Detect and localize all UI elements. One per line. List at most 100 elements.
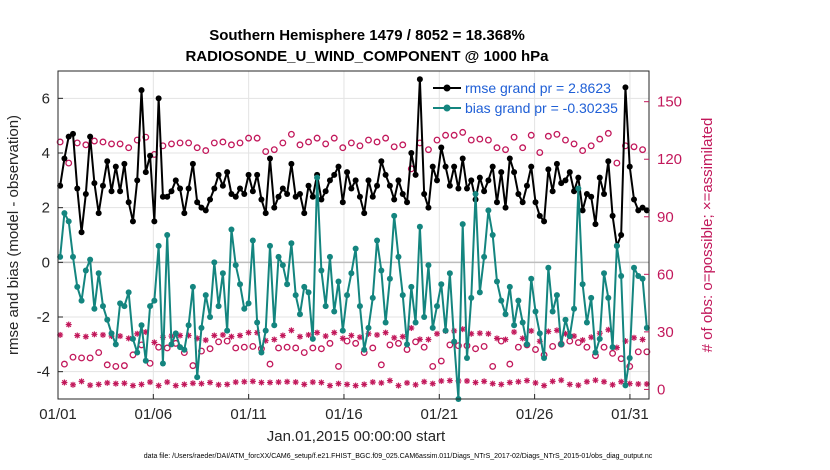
assimilated-obs-marker xyxy=(386,377,393,384)
rmse-point xyxy=(219,182,226,189)
possible-obs-marker xyxy=(120,362,128,370)
rmse-point xyxy=(262,210,269,217)
y2-tick-label: 30 xyxy=(657,324,674,341)
rmse-point xyxy=(605,158,612,165)
assimilated-obs-marker xyxy=(541,382,548,389)
bias-point xyxy=(305,289,312,296)
bias-point xyxy=(635,273,642,279)
rmse-point xyxy=(112,163,119,170)
rmse-point xyxy=(421,191,428,197)
assimilated-star-stroke xyxy=(293,379,299,385)
bias-point xyxy=(322,303,329,310)
assimilated-obs-marker xyxy=(147,379,154,386)
bias-point xyxy=(493,278,500,285)
assimilated-obs-marker xyxy=(609,381,616,388)
bias-point xyxy=(438,281,445,288)
assimilated-obs-marker xyxy=(112,380,119,387)
possible-obs-marker xyxy=(300,349,308,357)
rmse-point xyxy=(207,196,214,203)
assimilated-obs-marker xyxy=(202,337,209,344)
rmse-point xyxy=(215,171,222,178)
bias-point xyxy=(78,297,85,304)
rmse-point xyxy=(588,193,595,200)
bias-point xyxy=(245,300,252,307)
assimilated-star-stroke xyxy=(57,332,63,338)
rmse-point xyxy=(631,196,638,203)
possible-obs-marker xyxy=(493,144,501,152)
rmse-point xyxy=(87,133,94,140)
possible-obs-marker xyxy=(116,140,124,148)
bias-point xyxy=(511,322,518,329)
rmse-point xyxy=(125,199,132,206)
rmse-point xyxy=(434,177,441,184)
bias-point xyxy=(237,281,244,288)
possible-obs-marker xyxy=(630,143,638,151)
bias-point xyxy=(451,338,458,345)
assimilated-star-stroke xyxy=(284,379,290,385)
assimilated-obs-marker xyxy=(463,377,470,384)
assimilated-star-stroke xyxy=(502,336,509,343)
rmse-point xyxy=(164,193,171,200)
possible-obs-marker xyxy=(322,140,330,148)
rmse-point xyxy=(108,188,115,195)
rmse-point xyxy=(185,185,192,192)
assimilated-star-stroke xyxy=(348,332,354,339)
possible-obs-marker xyxy=(317,345,325,353)
possible-obs-marker xyxy=(454,342,462,350)
possible-obs-marker xyxy=(168,140,175,148)
bias-point xyxy=(185,322,192,329)
assimilated-obs-marker xyxy=(181,381,188,388)
bias-point xyxy=(429,324,436,331)
possible-obs-marker xyxy=(450,131,458,139)
assimilated-star-stroke xyxy=(408,325,414,331)
assimilated-obs-marker xyxy=(399,333,406,340)
possible-obs-marker xyxy=(262,148,270,156)
possible-obs-marker xyxy=(343,337,351,345)
bias-point xyxy=(562,316,569,323)
possible-obs-marker xyxy=(519,144,527,152)
possible-obs-marker xyxy=(236,139,244,147)
rmse-point xyxy=(361,210,368,217)
assimilated-obs-marker xyxy=(429,380,436,387)
assimilated-obs-marker xyxy=(57,331,64,338)
bias-point xyxy=(596,335,603,342)
bias-point xyxy=(262,327,269,334)
possible-obs-marker xyxy=(437,357,445,365)
assimilated-star-stroke xyxy=(181,381,187,388)
y-axis-label: rmse and bias (model - observation) xyxy=(5,115,22,355)
bias-point xyxy=(232,262,239,269)
assimilated-star-stroke xyxy=(370,379,376,385)
assimilated-star-stroke xyxy=(138,381,145,388)
rmse-point xyxy=(69,130,76,137)
possible-obs-marker xyxy=(65,159,73,167)
possible-obs-marker xyxy=(223,337,231,345)
assimilated-star-stroke xyxy=(147,379,153,385)
bias-point xyxy=(314,174,321,181)
possible-obs-marker xyxy=(570,140,578,148)
rmse-point xyxy=(254,171,261,178)
y-axis-ticks: -4 -2 0 2 4 6 xyxy=(37,90,63,381)
bias-point xyxy=(57,253,64,260)
rmse-point xyxy=(485,177,492,184)
bias-point xyxy=(95,270,102,277)
rmse-point xyxy=(601,191,608,197)
bias-point xyxy=(575,185,582,192)
rmse-series-line xyxy=(59,78,648,247)
possible-obs-marker xyxy=(245,134,253,142)
rmse-point xyxy=(408,150,415,156)
bias-point xyxy=(369,294,376,301)
rmse-point xyxy=(142,169,149,176)
assimilated-star-stroke xyxy=(198,381,205,387)
bias-point xyxy=(442,327,449,334)
assimilated-star-stroke xyxy=(288,327,295,333)
assimilated-star-stroke xyxy=(550,378,556,384)
assimilated-star-stroke xyxy=(100,332,106,338)
assimilated-obs-marker xyxy=(566,381,573,388)
bias-point xyxy=(592,349,599,356)
rmse-point xyxy=(519,199,526,206)
x-tick-label: 01/11 xyxy=(230,406,266,423)
x-tick-label: 01/06 xyxy=(135,406,173,423)
assimilated-star-stroke xyxy=(494,335,500,342)
legend: rmse grand pr = 2.8623 bias grand pr = -… xyxy=(433,80,618,116)
assimilated-star-stroke xyxy=(391,335,397,341)
